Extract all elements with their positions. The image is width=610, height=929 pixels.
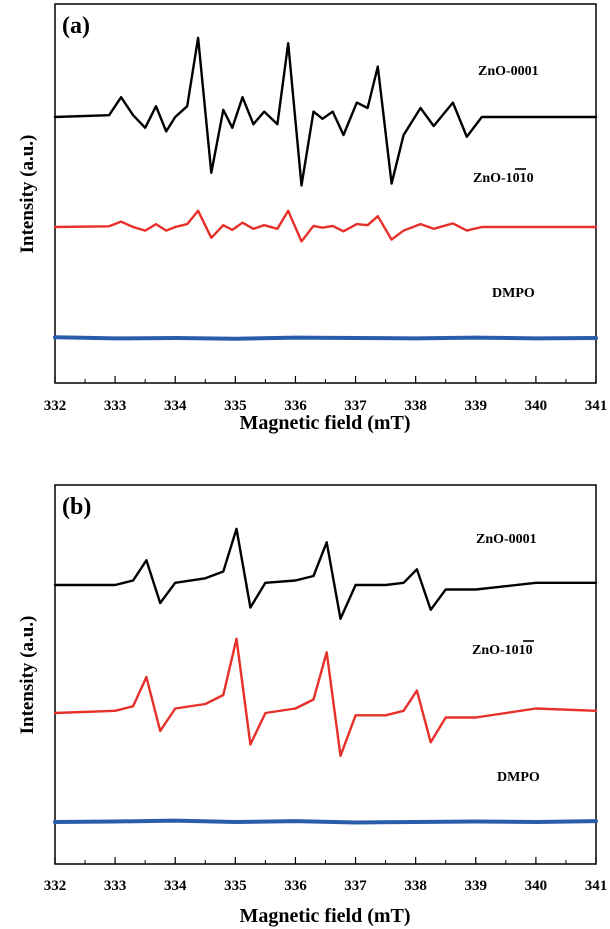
panel-a-x-axis-label: Magnetic field (mT) [239,412,410,434]
panel-a-series-line-dmpo [53,335,598,341]
panel-b-x-tick-label-335: 335 [224,878,247,894]
panel-a: 332 333 334 335 336 337 338 339 340 341 (a) ZnO-0… [17,3,608,434]
panel-a-x-tick-label-333: 333 [104,398,127,414]
panel-a-x-tick-label-341: 341 [585,398,608,414]
panel-a-x-tick-label-335: 335 [224,398,247,414]
panel-b-x-tick-label-332: 332 [44,878,67,894]
panel-b-series [53,527,598,825]
panel-a-x-tick-label-336: 336 [284,398,307,414]
panel-a-x-tick-label-338: 338 [404,398,427,414]
panel-a-series-label-zno-0001: ZnO-0001 [478,64,539,79]
panel-a-x-tick-label-334: 334 [164,398,187,414]
panel-b-x-tick-label-333: 333 [104,878,127,894]
panel-a-x-tick-label-332: 332 [44,398,67,414]
panel-b-series-line-dmpo [53,818,598,825]
panel-a-plot-frame [54,3,597,384]
panel-a-series-label-dmpo: DMPO [492,286,535,301]
panel-a-series-label-zno-1010: ZnO-1010 [473,171,534,186]
panel-b-x-tick-label-340: 340 [525,878,548,894]
panel-b-series-line-zno-1010 [53,637,598,757]
panel-b-series-label-zno-0001: ZnO-0001 [476,532,537,547]
panel-b-series-line-zno-0001 [53,527,598,620]
panel-a-x-ticks: 332 333 334 335 336 337 338 339 340 341 [44,376,608,414]
panel-a-label: (a) [62,13,90,39]
panel-b-series-label-zno-1010: ZnO-1010 [472,643,533,658]
panel-a-x-tick-label-339: 339 [465,398,488,414]
panel-b-x-axis-label: Magnetic field (mT) [239,905,410,927]
panel-b-x-tick-label-336: 336 [284,878,307,894]
panel-a-x-tick-label-337: 337 [344,398,367,414]
panel-a-y-axis-label: Intensity (a.u.) [17,135,38,254]
panel-b: 332 333 334 335 336 337 338 339 340 341 (b) ZnO-0… [17,484,608,927]
panel-b-x-tick-label-334: 334 [164,878,187,894]
panel-b-x-tick-label-338: 338 [404,878,427,894]
panel-b-x-tick-label-339: 339 [465,878,488,894]
panel-b-x-tick-label-341: 341 [585,878,608,894]
panel-b-y-axis-label: Intensity (a.u.) [17,616,38,735]
panel-b-label: (b) [62,494,91,520]
panel-b-x-ticks: 332 333 334 335 336 337 338 339 340 341 [44,857,608,894]
panel-a-series-line-zno-1010 [53,209,598,243]
panel-a-series-line-zno-0001 [53,36,598,187]
panel-a-x-tick-label-340: 340 [525,398,548,414]
panel-b-series-label-dmpo: DMPO [497,770,540,785]
panel-b-x-tick-label-337: 337 [344,878,367,894]
panel-a-series [53,36,598,341]
